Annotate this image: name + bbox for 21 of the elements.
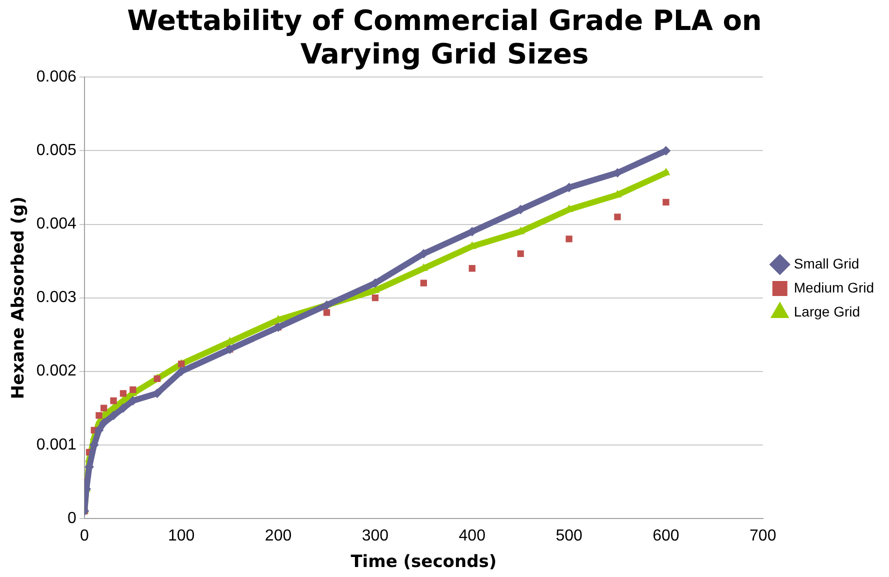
y-tick-label: 0.003	[36, 289, 77, 306]
y-tick-label: 0.004	[36, 216, 77, 233]
legend-label: Medium Grid	[794, 279, 874, 296]
y-tick-label: 0.002	[36, 362, 77, 380]
x-tick-label: 100	[168, 527, 195, 544]
y-axis-title: Hexane Absorbed (g)	[8, 196, 29, 400]
legend-label: Large Grid	[794, 303, 860, 320]
y-tick-label: 0	[68, 510, 77, 527]
x-tick-label: 200	[264, 527, 292, 544]
x-tick-label: 700	[750, 527, 776, 544]
x-tick-label: 500	[556, 527, 582, 544]
x-tick-label: 400	[458, 527, 486, 544]
x-tick-label: 0	[80, 527, 89, 544]
x-axis-title: Time (seconds)	[350, 552, 497, 572]
x-tick-label: 600	[652, 527, 680, 544]
y-tick-label: 0.001	[36, 436, 77, 454]
x-tick-label: 300	[362, 527, 389, 544]
legend-label: Small Grid	[794, 255, 860, 272]
chart-title: Wettability of Commercial Grade PLA on Varying Grid Sizes	[127, 4, 762, 71]
y-tick-label: 0.006	[36, 68, 77, 86]
y-tick-label: 0.005	[36, 142, 77, 160]
